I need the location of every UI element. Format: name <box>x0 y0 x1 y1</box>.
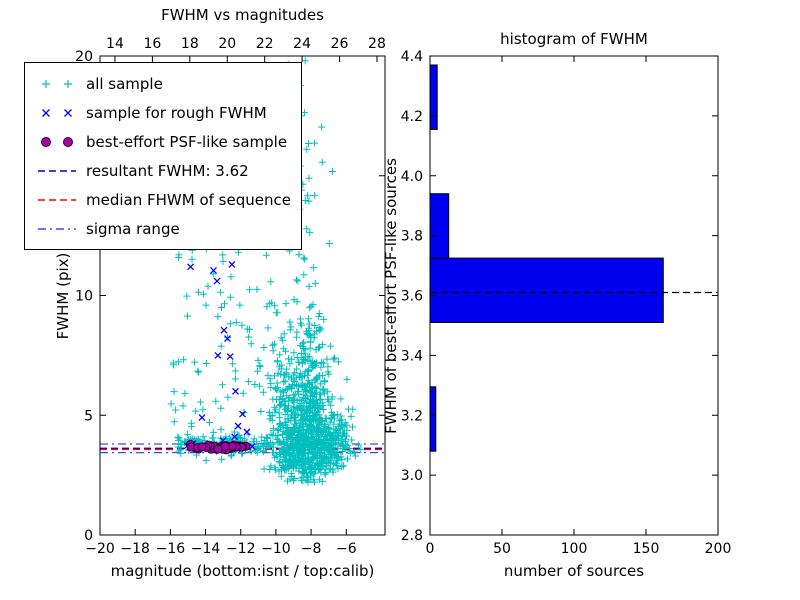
tick-label: 3.0 <box>401 468 423 484</box>
tick-label: −14 <box>191 541 221 557</box>
legend-item-resultant-fwhm-3-62: resultant FWHM: 3.62 <box>35 156 291 185</box>
tick-label: 14 <box>106 36 124 52</box>
tick-label: 28 <box>368 36 386 52</box>
tick-label: 4.0 <box>401 169 423 185</box>
series-all-sample <box>167 57 365 486</box>
tick-label: 2.8 <box>401 528 423 544</box>
dashed-legend-marker-icon <box>38 198 76 201</box>
legend-item-label: all sample <box>86 74 163 93</box>
legend-item-all-sample: all sample <box>35 69 291 98</box>
tick-label: 3.2 <box>401 408 423 424</box>
tick-label: 0 <box>84 528 93 544</box>
right-y-axis-label: FWHM of best-effort PSF-like sources <box>382 158 400 434</box>
legend-item-label: best-effort PSF-like sample <box>86 132 288 151</box>
tick-label: 20 <box>75 49 93 65</box>
dashdot-legend-marker-icon <box>38 227 76 230</box>
tick-label: 24 <box>293 36 311 52</box>
tick-label: 16 <box>143 36 161 52</box>
x-legend-marker-icon <box>42 108 72 117</box>
series-best-effort-psf-like-sample <box>185 440 251 455</box>
tick-label: 3.6 <box>401 289 423 305</box>
tick-label: 100 <box>561 541 588 557</box>
legend-item-sigma-range: sigma range <box>35 214 291 243</box>
tick-label: 5 <box>84 408 93 424</box>
tick-label: 3.4 <box>401 348 423 364</box>
right-chart-title: histogram of FWHM <box>500 30 648 48</box>
tick-label: 150 <box>633 541 660 557</box>
legend-item-label: sample for rough FWHM <box>86 103 267 122</box>
tick-label: 4.4 <box>401 49 423 65</box>
tick-label: −12 <box>226 541 256 557</box>
legend-item-best-effort-psf-like-sample: best-effort PSF-like sample <box>35 127 291 156</box>
legend-item-label: median FHWM of sequence <box>86 190 291 209</box>
plus-legend-marker-icon <box>42 79 72 88</box>
right-x-axis-label: number of sources <box>503 562 645 580</box>
histogram-bar <box>429 64 438 130</box>
histogram-bars <box>429 64 664 452</box>
tick-label: 26 <box>331 36 349 52</box>
dashed-legend-marker-icon <box>38 169 76 172</box>
tick-label: 0 <box>426 541 435 557</box>
scatter-plot: −20 −18 −16 −14 −12 −10 −8 −6 14 16 18 20 22 24 26 28 0 5… <box>75 36 386 557</box>
tick-label: −20 <box>85 541 115 557</box>
tick-label: 4.2 <box>401 109 423 125</box>
tick-label: 18 <box>181 36 199 52</box>
tick-label: −8 <box>301 541 322 557</box>
tick-label: −6 <box>336 541 357 557</box>
circle-legend-marker-icon <box>41 136 73 147</box>
legend-item-label: resultant FWHM: 3.62 <box>86 161 249 180</box>
left-y-axis-label: FWHM (pix) <box>54 252 72 340</box>
legend-item-median-fhwm-of-sequence: median FHWM of sequence <box>35 185 291 214</box>
tick-label: 200 <box>705 541 732 557</box>
left-x-axis-label: magnitude (bottom:isnt / top:calib) <box>110 562 375 580</box>
left-chart-title: FWHM vs magnitudes <box>161 6 324 24</box>
tick-label: 20 <box>218 36 236 52</box>
tick-label: 3.8 <box>401 229 423 245</box>
legend-item-label: sigma range <box>86 219 180 238</box>
tick-label: −18 <box>120 541 150 557</box>
tick-label: 50 <box>493 541 511 557</box>
tick-label: 10 <box>75 289 93 305</box>
histogram-plot: 0 50 100 150 200 2.8 3.0 3.2 3.4 3.6 3.8 4.0 4.2 4.4 <box>401 49 732 557</box>
tick-label: −10 <box>261 541 291 557</box>
tick-label: 22 <box>256 36 274 52</box>
histogram-bar <box>429 257 664 324</box>
legend-item-sample-for-rough-fwhm: sample for rough FWHM <box>35 98 291 127</box>
tick-label: −16 <box>156 541 186 557</box>
histogram-bar <box>429 193 450 259</box>
histogram-bar <box>429 386 437 452</box>
legend: all sample sample for rough FWHM best-effo… <box>24 62 302 250</box>
